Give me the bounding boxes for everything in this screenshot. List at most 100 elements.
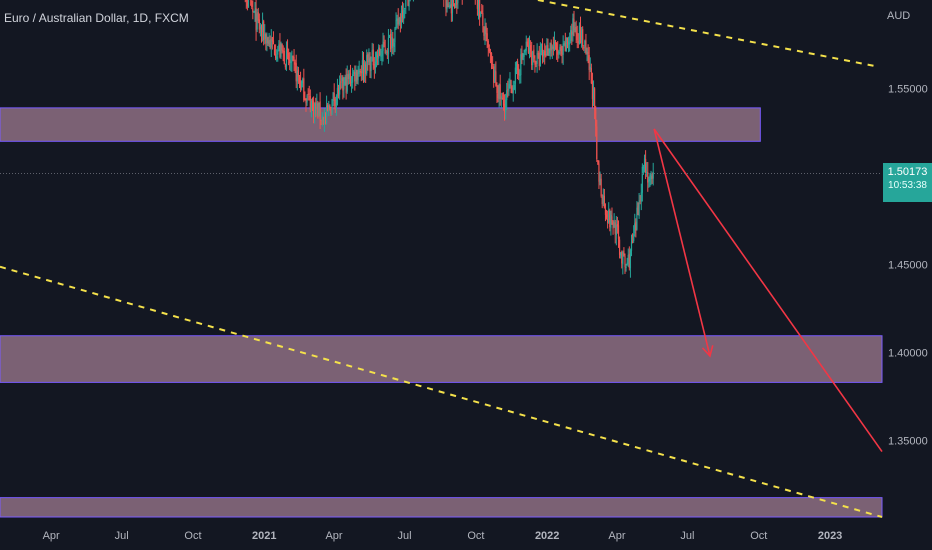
candle-body-54 [275, 54, 277, 59]
candle-body-169 [399, 16, 401, 22]
x-tick-label: Oct [750, 530, 767, 542]
candle-body-317 [560, 47, 562, 50]
candle-body-177 [408, 0, 410, 7]
last-price-tag: 1.50173 10:53:38 [883, 163, 932, 203]
candle-body-292 [533, 49, 535, 59]
arrow-head-0 [701, 345, 714, 358]
trendline-1 [537, 0, 879, 68]
candle-body-264 [502, 99, 505, 106]
candle-body-134 [361, 60, 364, 74]
candle-body-333 [577, 41, 579, 44]
candle-body-33 [252, 8, 254, 12]
candle-body-65 [286, 47, 289, 53]
candle-body-241 [477, 0, 480, 11]
candle-body-297 [538, 52, 540, 67]
candle-body-44 [264, 34, 266, 40]
candle-body-329 [573, 19, 575, 29]
candle-body-82 [305, 98, 307, 104]
candle-body-218 [452, 0, 455, 3]
candle-body-246 [483, 27, 485, 36]
candle-body-321 [564, 42, 566, 52]
candle-body-84 [307, 93, 309, 95]
candle-body-382 [630, 242, 633, 251]
candle-body-401 [651, 175, 653, 180]
candle-body-326 [570, 29, 572, 42]
candle-body-328 [572, 18, 574, 36]
candle-body-29 [247, 0, 250, 8]
candle-body-374 [622, 252, 624, 265]
candle-body-83 [306, 95, 308, 103]
x-tick-label: 2023 [818, 530, 842, 542]
candle-body-290 [531, 51, 533, 66]
candle-body-214 [448, 6, 450, 8]
candle-body-156 [385, 52, 387, 54]
candle-body-263 [501, 98, 503, 100]
candle-body-245 [482, 12, 484, 26]
candle-body-56 [277, 50, 279, 55]
candle-body-286 [526, 41, 528, 46]
candle-body-111 [336, 87, 339, 97]
candle-body-165 [395, 19, 397, 29]
candle-body-342 [587, 51, 589, 55]
candle-body-150 [379, 48, 381, 56]
candle-body-107 [332, 92, 334, 99]
candle-body-69 [291, 55, 293, 62]
candle-body-148 [377, 55, 379, 58]
candle-body-276 [515, 63, 518, 67]
candle-body-124 [350, 81, 353, 83]
candle-body-359 [605, 214, 608, 218]
chart-title: Euro / Australian Dollar, 1D, FXCM [4, 11, 189, 25]
candle-body-32 [251, 0, 253, 7]
candle-body-318 [561, 48, 563, 54]
candle-body-52 [272, 40, 275, 45]
candle-body-216 [450, 3, 452, 14]
candle-body-149 [378, 47, 380, 59]
candle-body-59 [280, 42, 282, 57]
candle-body-153 [382, 41, 384, 52]
candle-body-137 [365, 64, 367, 74]
candle-body-53 [273, 45, 276, 55]
candle-body-159 [388, 35, 391, 37]
candle-body-48 [268, 40, 270, 44]
candle-body-39 [258, 19, 260, 30]
candle-body-167 [397, 18, 399, 25]
candle-body-350 [596, 126, 598, 160]
candle-body-402 [652, 171, 654, 179]
candle-body-136 [363, 63, 366, 72]
trendline-0 [0, 265, 883, 518]
candle-body-335 [579, 25, 582, 43]
candle-body-243 [480, 11, 482, 17]
candle-body-61 [282, 50, 284, 52]
candle-body-341 [586, 50, 588, 53]
candle-body-287 [527, 45, 530, 53]
candle-body-315 [558, 51, 560, 54]
candle-body-367 [614, 222, 616, 234]
candle-body-251 [488, 48, 490, 52]
candle-body-122 [348, 73, 350, 79]
candle-body-355 [601, 196, 603, 205]
candle-body-386 [635, 221, 637, 231]
candle-body-57 [278, 44, 280, 51]
candle-body-142 [370, 56, 372, 71]
candle-body-66 [288, 52, 290, 60]
x-tick-label: Jul [398, 530, 412, 542]
candle-body-163 [393, 42, 395, 47]
candle-body-300 [541, 48, 544, 58]
zone-2 [0, 497, 883, 518]
candle-body-354 [600, 178, 602, 196]
candle-body-378 [626, 262, 628, 266]
candle-body-143 [371, 50, 373, 56]
candle-body-361 [608, 209, 610, 223]
candle-body-162 [392, 38, 394, 47]
candle-body-288 [528, 45, 531, 55]
x-tick-label: 2022 [535, 530, 559, 542]
candle-body-249 [486, 33, 488, 42]
x-tick-label: Apr [43, 530, 60, 542]
candle-body-294 [535, 62, 537, 65]
candles-layer [244, 0, 654, 278]
candle-body-168 [398, 17, 400, 24]
candle-body-338 [583, 47, 585, 49]
y-tick-label: 1.35000 [888, 435, 928, 447]
